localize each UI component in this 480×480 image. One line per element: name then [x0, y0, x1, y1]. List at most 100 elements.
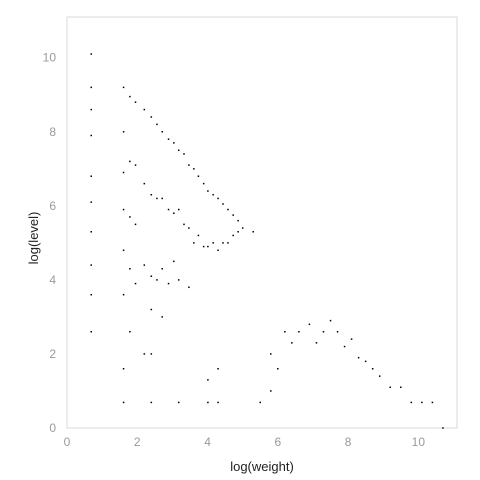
data-point	[227, 242, 229, 244]
data-point	[161, 197, 163, 200]
data-point	[237, 219, 239, 222]
data-point	[217, 249, 219, 252]
data-point	[122, 401, 125, 404]
data-point	[217, 401, 219, 404]
data-point	[277, 368, 279, 370]
data-point	[371, 368, 374, 370]
data-point	[207, 379, 209, 381]
data-point	[442, 427, 444, 429]
data-point	[122, 171, 125, 174]
data-point	[134, 282, 137, 285]
data-point	[183, 223, 185, 226]
y-tick-label: 0	[49, 421, 56, 435]
data-point	[122, 368, 125, 370]
data-point	[207, 401, 209, 404]
y-tick-label: 6	[49, 199, 56, 213]
data-point	[173, 260, 175, 263]
data-point	[90, 86, 92, 89]
data-point	[232, 214, 234, 216]
x-tick-label: 8	[345, 435, 352, 449]
data-point	[212, 193, 214, 196]
data-point	[343, 345, 346, 348]
data-point	[129, 160, 131, 163]
data-point	[143, 353, 146, 355]
tick-labels: 0 2 4 6 8 10 0 2 4 6 8 10	[43, 51, 426, 449]
data-point	[389, 386, 391, 389]
data-point	[202, 245, 205, 248]
data-point	[150, 116, 153, 118]
data-point	[259, 401, 261, 404]
x-tick-label: 0	[64, 435, 71, 449]
data-point	[177, 279, 180, 281]
data-point	[90, 108, 92, 111]
data-point	[134, 164, 137, 166]
data-point	[143, 182, 146, 185]
data-point	[90, 264, 92, 266]
data-point	[336, 330, 339, 333]
data-point	[90, 175, 92, 177]
data-point	[222, 242, 224, 244]
data-point	[227, 208, 229, 211]
data-point	[156, 123, 158, 126]
data-point	[188, 164, 190, 166]
data-point	[431, 401, 434, 404]
data-point	[173, 212, 175, 214]
data-point	[150, 308, 153, 311]
data-point	[167, 208, 170, 211]
data-point	[129, 268, 131, 270]
plot-frame	[66, 16, 458, 429]
data-point	[193, 242, 195, 244]
data-point	[90, 293, 92, 296]
data-point	[400, 386, 402, 389]
plot-area	[66, 16, 458, 429]
data-point	[188, 227, 190, 229]
data-point	[122, 293, 125, 296]
data-point	[364, 360, 367, 363]
data-point	[122, 131, 125, 133]
data-point	[122, 86, 125, 89]
y-tick-label: 4	[49, 273, 56, 287]
data-point	[134, 101, 137, 103]
data-point	[252, 231, 254, 233]
data-point	[177, 149, 180, 152]
data-point	[202, 182, 205, 185]
data-point	[222, 203, 224, 205]
data-point	[177, 401, 180, 404]
data-point	[177, 208, 180, 211]
data-point	[90, 231, 92, 233]
data-point	[232, 234, 234, 237]
data-point	[143, 264, 146, 266]
data-point	[322, 330, 325, 333]
x-tick-label: 10	[412, 435, 426, 449]
x-tick-label: 6	[274, 435, 281, 449]
data-point	[197, 234, 200, 237]
data-point	[90, 330, 92, 333]
data-point	[350, 338, 353, 340]
data-point	[357, 356, 360, 359]
data-point	[161, 316, 163, 318]
x-tick-label: 4	[204, 435, 211, 449]
data-point	[207, 190, 209, 192]
data-point	[212, 242, 214, 244]
data-point	[161, 131, 163, 133]
data-point	[90, 134, 92, 137]
data-point	[237, 231, 239, 233]
data-point	[378, 375, 381, 377]
data-point	[143, 108, 146, 111]
y-tick-label: 8	[49, 125, 56, 139]
data-point	[315, 342, 318, 344]
data-point	[284, 330, 286, 333]
x-axis-label: log(weight)	[230, 459, 294, 474]
data-point	[291, 342, 293, 344]
data-point	[150, 275, 153, 277]
data-point	[129, 95, 131, 98]
data-point	[156, 279, 158, 281]
data-point	[150, 401, 153, 404]
data-point	[129, 330, 131, 333]
data-point	[167, 138, 170, 140]
data-point	[329, 319, 332, 322]
data-point	[241, 227, 244, 229]
data-point	[193, 168, 195, 170]
